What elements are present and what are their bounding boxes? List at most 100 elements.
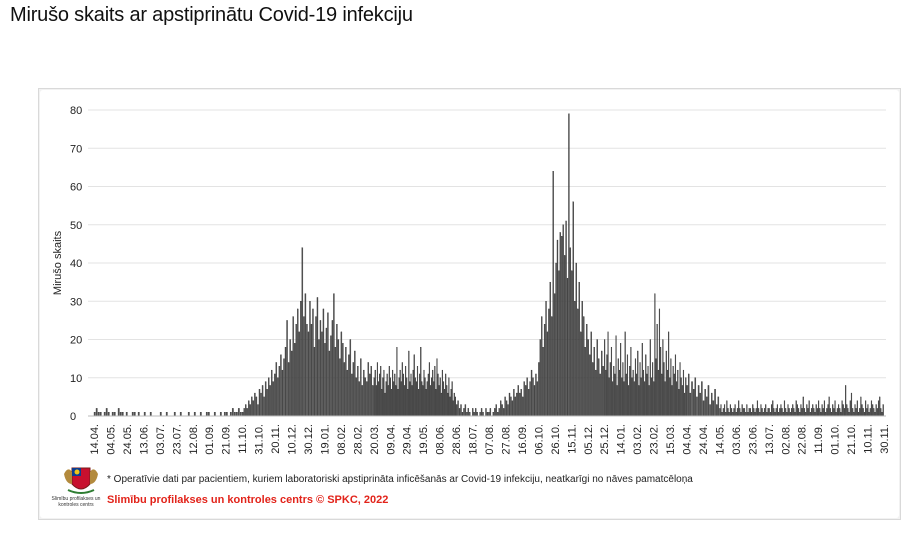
bar (366, 381, 368, 417)
bar (692, 389, 695, 417)
bar (290, 350, 293, 417)
x-tick-label: 10.12. (287, 424, 299, 455)
bar (569, 247, 572, 417)
bar (369, 373, 371, 417)
bar (441, 369, 443, 417)
bar (799, 412, 801, 417)
bar (595, 369, 597, 417)
bar (830, 412, 833, 417)
bar (706, 396, 708, 417)
x-tick-label: 18.07. (468, 424, 480, 455)
bar (439, 377, 441, 417)
bar (440, 392, 442, 417)
bar (377, 381, 380, 417)
bar (520, 389, 522, 417)
bar (363, 369, 365, 417)
x-tick-label: 15.03. (665, 424, 677, 455)
bar (179, 412, 182, 417)
bar (330, 335, 332, 417)
bar (670, 358, 672, 417)
bar (486, 412, 489, 417)
x-tick-label: 10.11. (863, 424, 875, 454)
bar (278, 366, 281, 417)
bar (352, 362, 355, 417)
bar (105, 408, 108, 417)
bar (526, 377, 528, 417)
bar (325, 327, 328, 417)
bar (525, 385, 527, 417)
bar (260, 392, 262, 417)
bar (658, 308, 661, 417)
bar (857, 412, 860, 417)
bar (834, 400, 836, 417)
bar (763, 408, 766, 417)
bar (549, 281, 551, 417)
bar (822, 408, 824, 417)
bar (433, 381, 435, 417)
bar (736, 408, 739, 417)
bars (93, 113, 884, 417)
bar (149, 412, 152, 417)
bar (765, 404, 767, 417)
bar (339, 358, 341, 417)
bar (422, 385, 424, 417)
bar (495, 404, 497, 417)
bar (251, 396, 253, 417)
bar (773, 408, 775, 417)
bar (467, 408, 470, 417)
bar (652, 362, 654, 417)
bar (444, 389, 446, 417)
bar (508, 392, 511, 417)
x-tick-label: 20.03. (369, 424, 381, 455)
bar (304, 293, 307, 417)
x-tick-label: 11.09. (813, 424, 825, 454)
bar (237, 408, 240, 417)
bar (882, 404, 884, 417)
bar (707, 385, 710, 417)
bar (767, 408, 769, 417)
spkc-logo (56, 464, 106, 514)
bar (409, 381, 411, 417)
y-tick-label: 60 (70, 182, 82, 194)
bar (125, 412, 128, 417)
bar (386, 373, 388, 417)
bar (348, 354, 350, 417)
bar (792, 404, 794, 417)
bar (863, 412, 865, 417)
bar (442, 381, 445, 417)
bar (267, 377, 270, 417)
bar (571, 270, 573, 417)
bar (345, 346, 347, 417)
bar (504, 396, 506, 417)
bar (668, 331, 670, 417)
bar (854, 404, 856, 417)
bar (735, 412, 737, 417)
bar (664, 381, 666, 417)
bar (795, 400, 797, 417)
bar (383, 369, 385, 417)
bar (758, 408, 760, 417)
bar (436, 358, 438, 417)
bar (782, 412, 784, 417)
bar (346, 369, 349, 417)
bar (361, 385, 364, 417)
bar (605, 369, 607, 417)
bar (357, 366, 359, 417)
bar (513, 389, 515, 417)
bar (501, 404, 503, 417)
bar (415, 381, 417, 417)
bar (861, 404, 863, 417)
bar (385, 381, 387, 417)
bar (264, 381, 267, 417)
bar (622, 362, 624, 417)
bar (248, 400, 250, 417)
bar (808, 400, 810, 417)
bar (843, 408, 846, 417)
bar (351, 373, 353, 417)
bar (684, 392, 686, 417)
bar (321, 331, 323, 417)
bar (449, 396, 451, 417)
x-tick-label: 01.09. (204, 424, 216, 455)
bar (680, 377, 682, 417)
bar (541, 316, 543, 417)
